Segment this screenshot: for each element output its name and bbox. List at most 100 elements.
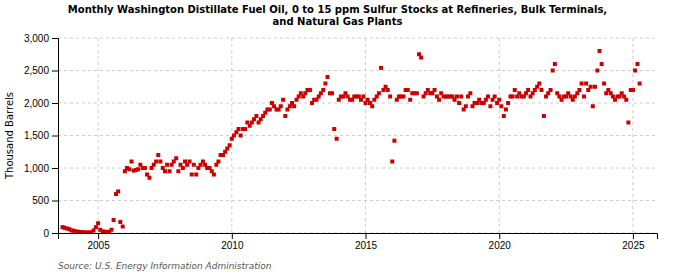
point bbox=[392, 139, 396, 143]
point bbox=[321, 88, 325, 92]
points bbox=[61, 49, 642, 233]
point bbox=[283, 114, 287, 118]
y-tick-label: 3,000 bbox=[24, 33, 49, 44]
x-tick-label: 2025 bbox=[622, 240, 645, 251]
point bbox=[181, 166, 185, 170]
title: Monthly Washington Distillate Fuel Oil, … bbox=[68, 4, 607, 27]
point bbox=[332, 127, 336, 131]
point bbox=[526, 88, 530, 92]
source: Source: U.S. Energy Information Administ… bbox=[58, 261, 272, 271]
point bbox=[176, 169, 180, 173]
point bbox=[143, 166, 147, 170]
x-tick-label: 2010 bbox=[221, 240, 244, 251]
point bbox=[192, 163, 196, 167]
y-tick: 2,000 bbox=[24, 98, 58, 109]
point bbox=[419, 56, 423, 60]
point bbox=[459, 95, 463, 99]
point bbox=[127, 167, 131, 171]
y-tick-mark bbox=[52, 201, 58, 202]
point bbox=[455, 95, 459, 99]
x-tick: 2005 bbox=[87, 233, 110, 251]
point bbox=[638, 82, 642, 86]
point bbox=[335, 137, 339, 141]
point bbox=[281, 98, 285, 102]
x-axis: 20052010201520202025 bbox=[59, 233, 658, 251]
point bbox=[118, 220, 122, 224]
point bbox=[504, 108, 508, 112]
point bbox=[591, 104, 595, 108]
y-grid-line bbox=[58, 103, 657, 104]
point bbox=[154, 160, 158, 164]
point bbox=[237, 127, 241, 131]
y-tick: 1,500 bbox=[24, 130, 58, 141]
point bbox=[156, 153, 160, 157]
point bbox=[468, 91, 472, 95]
point bbox=[602, 82, 606, 86]
point bbox=[116, 189, 120, 193]
y-tick-mark bbox=[52, 168, 58, 169]
point bbox=[488, 104, 492, 108]
x-tick: 2025 bbox=[622, 233, 645, 251]
point bbox=[408, 98, 412, 102]
x-tick-label: 2015 bbox=[355, 240, 378, 251]
point bbox=[168, 169, 172, 173]
point bbox=[626, 121, 630, 125]
x-grid-line bbox=[98, 38, 99, 233]
y-grid-line bbox=[58, 200, 657, 201]
point bbox=[437, 98, 441, 102]
x-tick-mark bbox=[633, 233, 634, 239]
point bbox=[212, 173, 216, 177]
point bbox=[493, 95, 497, 99]
point bbox=[582, 95, 586, 99]
point bbox=[121, 225, 125, 229]
point bbox=[130, 160, 134, 164]
point bbox=[216, 160, 220, 164]
y-tick: 500 bbox=[32, 195, 58, 206]
point bbox=[549, 88, 553, 92]
point bbox=[326, 75, 330, 79]
point bbox=[497, 98, 501, 102]
y-tick-label: 1,000 bbox=[24, 163, 49, 174]
point bbox=[188, 160, 192, 164]
y-tick-label: 1,500 bbox=[24, 130, 49, 141]
point bbox=[292, 104, 296, 108]
y-tick-label: 0 bbox=[43, 228, 49, 239]
y-tick: 2,500 bbox=[24, 65, 58, 76]
point bbox=[457, 101, 461, 105]
point bbox=[537, 82, 541, 86]
point bbox=[136, 167, 140, 171]
y-tick: 3,000 bbox=[24, 33, 58, 44]
point bbox=[580, 82, 584, 86]
point bbox=[635, 62, 639, 66]
point bbox=[370, 104, 374, 108]
x-tick-mark bbox=[232, 233, 233, 239]
x-grid-line bbox=[499, 38, 500, 233]
point bbox=[401, 95, 405, 99]
point bbox=[228, 143, 232, 147]
point bbox=[158, 160, 162, 164]
point bbox=[600, 62, 604, 66]
point bbox=[406, 88, 410, 92]
y-tick-label: 500 bbox=[32, 195, 49, 206]
y-grid-line bbox=[58, 168, 657, 169]
grid bbox=[58, 38, 657, 233]
point bbox=[194, 173, 198, 177]
point bbox=[279, 104, 283, 108]
y-axis: 0 500 1,000 1,500 2,000 2,500 3,000 bbox=[24, 33, 59, 239]
point bbox=[165, 163, 169, 167]
point bbox=[624, 98, 628, 102]
point bbox=[589, 85, 593, 89]
point bbox=[361, 95, 365, 99]
point bbox=[390, 160, 394, 164]
point bbox=[513, 88, 517, 92]
chart-svg: 2005201020152020202505001,0001,5002,0002… bbox=[0, 0, 675, 275]
point bbox=[486, 95, 490, 99]
point bbox=[268, 108, 272, 112]
plot-area: 2005201020152020202505001,0001,5002,0002… bbox=[24, 33, 658, 251]
point bbox=[633, 69, 637, 73]
point bbox=[553, 62, 557, 66]
point bbox=[506, 101, 510, 105]
x-tick: 2015 bbox=[355, 233, 378, 251]
point bbox=[174, 156, 178, 160]
x-grid-line bbox=[365, 38, 366, 233]
